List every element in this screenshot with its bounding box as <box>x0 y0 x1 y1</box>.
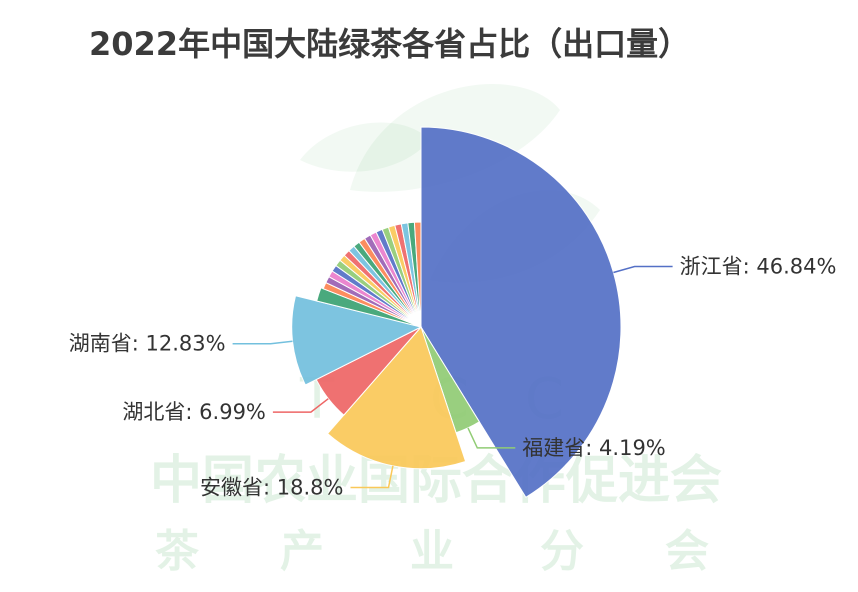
label-leader-3 <box>272 398 329 413</box>
watermark-sub-2: 产 <box>280 526 324 577</box>
watermark-sub-4: 分 <box>540 526 584 577</box>
pie-slices <box>291 126 622 499</box>
watermark-sub-1: 茶 <box>155 526 200 577</box>
label-leader-1 <box>467 427 516 449</box>
label-leader-2 <box>350 465 394 489</box>
watermark-sub-3: 业 <box>410 526 454 577</box>
label-leaders <box>232 265 673 489</box>
pie-slice-24[interactable] <box>413 221 422 328</box>
label-leader-0 <box>613 265 673 274</box>
slice-label-3: 湖北省: 6.99% <box>122 400 265 424</box>
slice-label-2: 安徽省: 18.8% <box>200 476 343 500</box>
chart-title: 2022年中国大陆绿茶各省占比（出口量） <box>89 25 690 63</box>
slice-labels: 浙江省: 46.84% 福建省: 4.19% 安徽省: 18.8% 湖北省: 6.99… <box>69 255 837 500</box>
pie-slice-2-安徽省[interactable] <box>326 326 467 470</box>
slice-label-4: 湖南省: 12.83% <box>69 332 226 356</box>
label-leader-4 <box>232 340 293 345</box>
watermark-sub-5: 会 <box>665 526 709 577</box>
slice-label-1: 福建省: 4.19% <box>522 436 665 460</box>
slice-label-0: 浙江省: 46.84% <box>680 255 837 279</box>
